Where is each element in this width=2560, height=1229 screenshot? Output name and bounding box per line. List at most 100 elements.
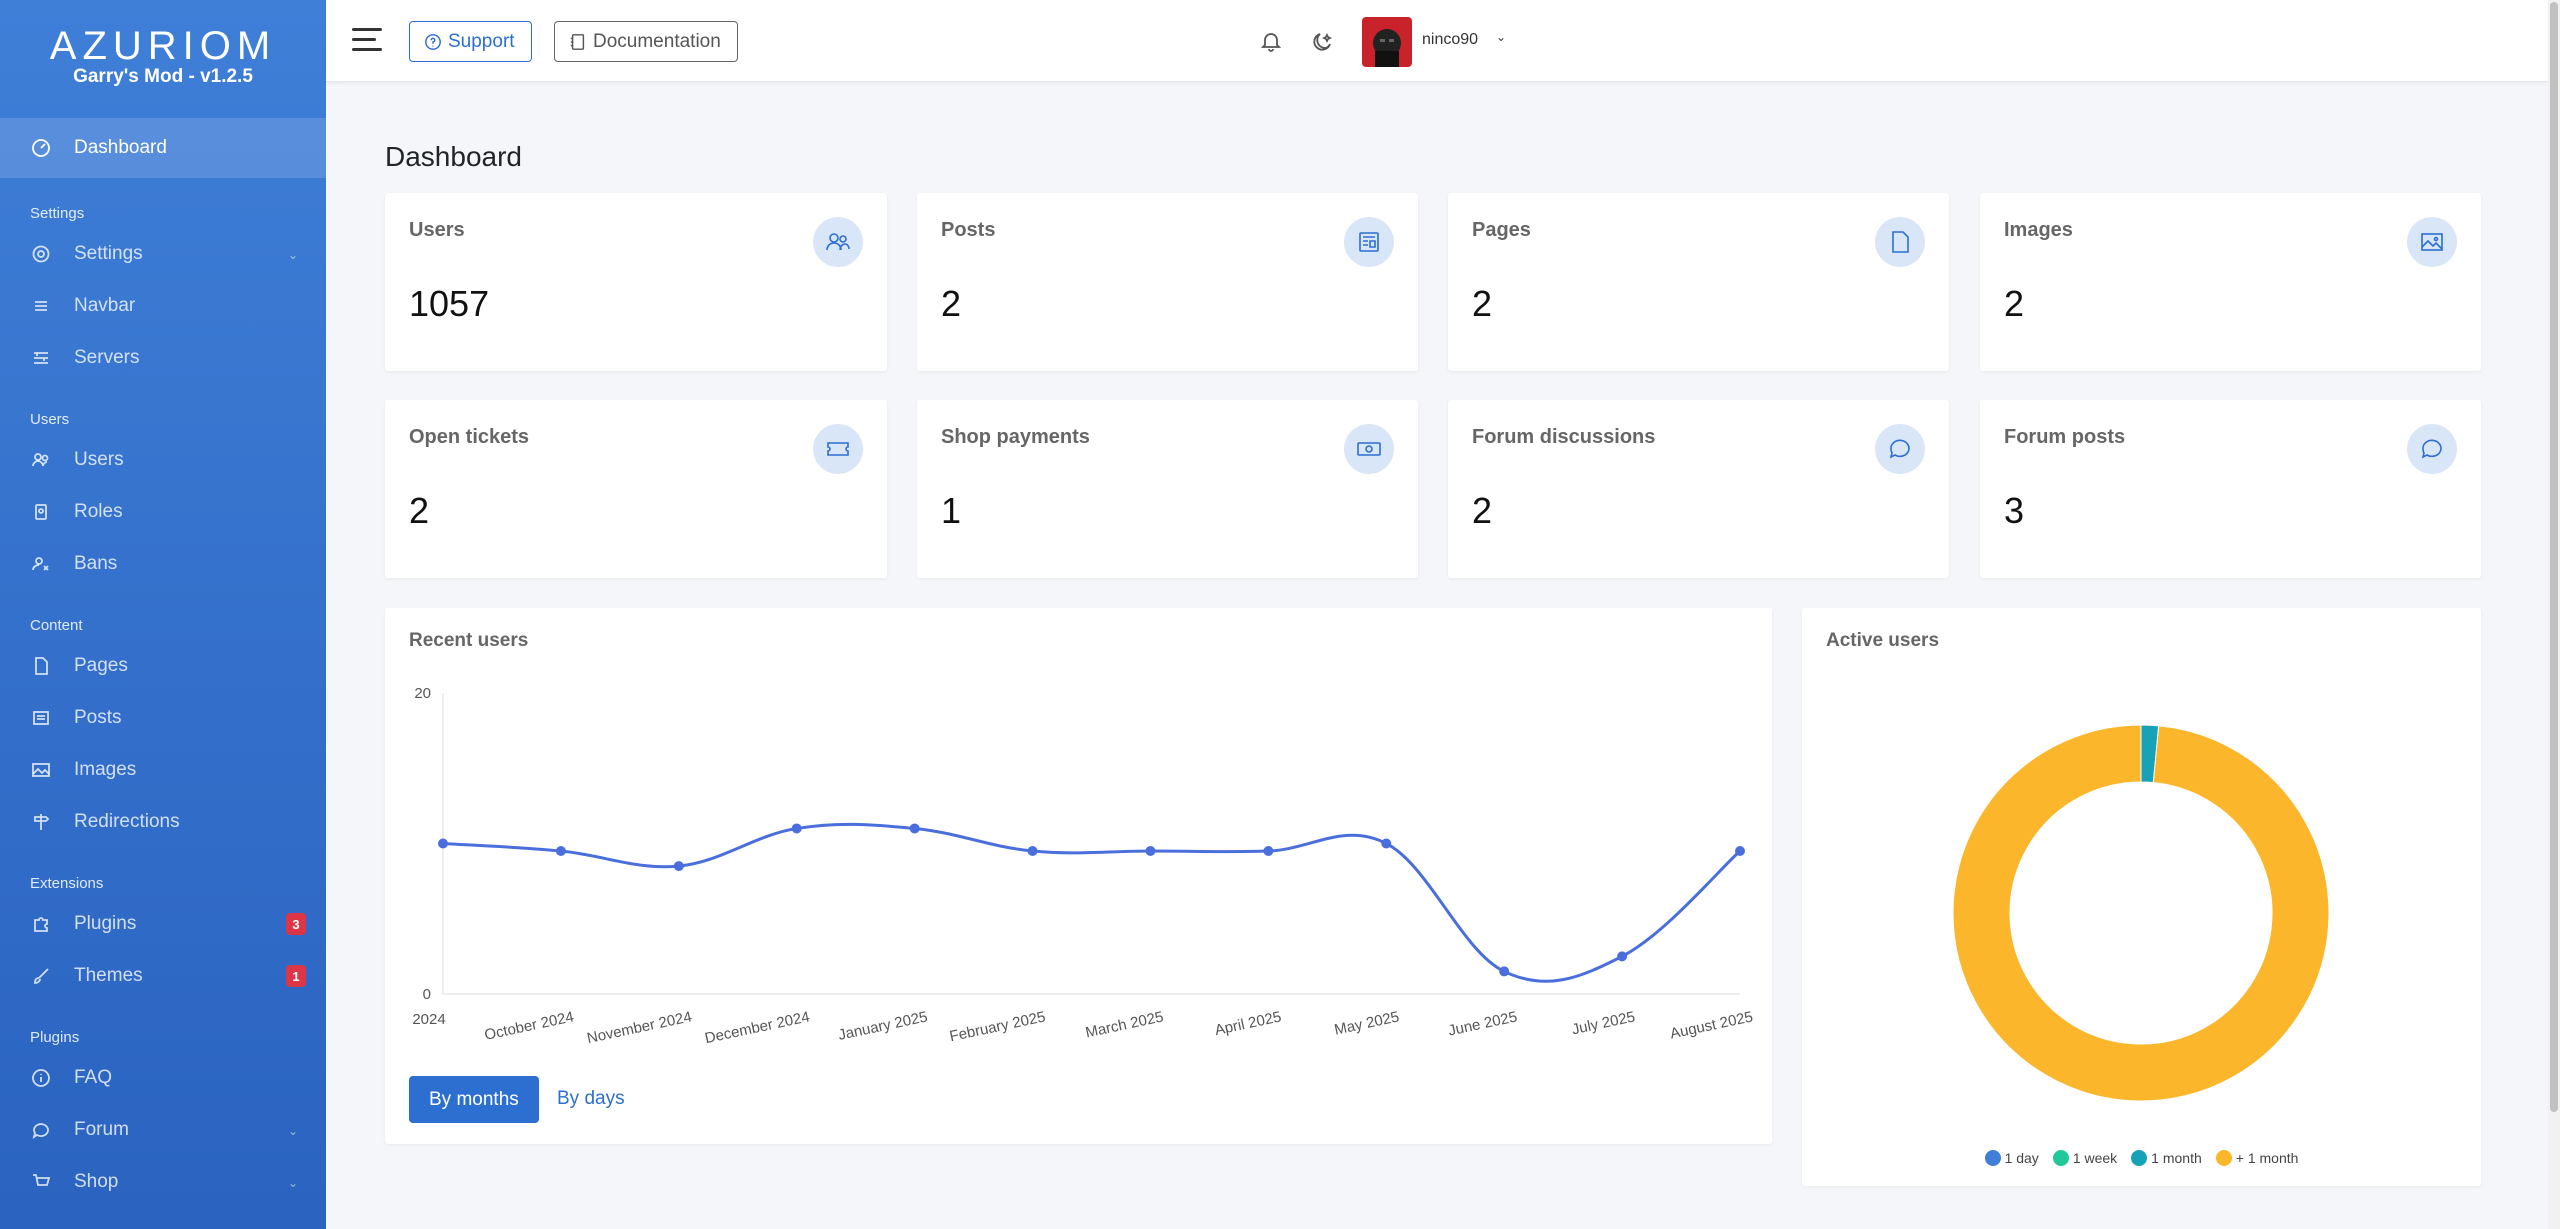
stat-label: Forum posts — [2004, 426, 2126, 448]
legend-item[interactable]: 1 month — [2131, 1150, 2202, 1166]
themes-badge: 1 — [286, 965, 306, 987]
stat-label: Images — [2004, 219, 2073, 241]
menu-toggle-icon[interactable] — [352, 28, 382, 52]
sidebar-item-plugins[interactable]: Plugins 3 — [0, 898, 326, 950]
sidebar-item-label: Dashboard — [74, 137, 167, 158]
sidebar-item-settings[interactable]: Settings ⌄ — [0, 228, 326, 280]
sidebar-item-forum[interactable]: Forum ⌄ — [0, 1104, 326, 1156]
x-tick-label: January 2025 — [837, 1008, 929, 1044]
sidebar-item-bans[interactable]: Bans — [0, 538, 326, 590]
sidebar-item-faq[interactable]: FAQ — [0, 1052, 326, 1104]
legend-item[interactable]: 1 day — [1984, 1150, 2039, 1166]
legend-swatch — [2052, 1150, 2069, 1166]
legend-swatch — [2215, 1150, 2232, 1166]
data-point[interactable] — [673, 861, 684, 872]
data-point[interactable] — [1145, 846, 1156, 857]
data-point[interactable] — [1735, 846, 1745, 857]
stat-value: 3 — [2004, 490, 2025, 531]
data-point[interactable] — [1617, 951, 1628, 962]
stat-card-users: Users 1057 — [385, 193, 887, 371]
data-point[interactable] — [1381, 838, 1392, 849]
badge-icon — [30, 501, 52, 523]
gear-icon — [30, 243, 52, 265]
sidebar-item-pages[interactable]: Pages — [0, 640, 326, 692]
sidebar-item-redirections[interactable]: Redirections — [0, 796, 326, 848]
stat-label: Shop payments — [941, 426, 1090, 448]
sidebar-item-servers[interactable]: Servers — [0, 332, 326, 384]
sidebar-header-extensions: Extensions — [30, 875, 104, 892]
chevron-down-icon[interactable]: ⌄ — [1496, 30, 1507, 44]
data-point[interactable] — [555, 846, 566, 857]
data-point[interactable] — [1027, 846, 1038, 857]
legend-swatch — [2131, 1150, 2148, 1166]
x-tick-label: November 2024 — [585, 1008, 693, 1047]
x-tick-label: April 2025 — [1213, 1008, 1283, 1039]
legend-item[interactable]: 1 week — [2052, 1150, 2117, 1166]
image-icon — [30, 759, 52, 781]
data-point[interactable] — [909, 823, 920, 834]
sidebar-item-label: Posts — [74, 707, 122, 728]
sidebar-item-label: Redirections — [74, 811, 180, 832]
stat-card-shop-payments: Shop payments 1 — [917, 400, 1418, 578]
sidebar: AZURIOM Garry's Mod - v1.2.5 Dashboard S… — [0, 0, 326, 1229]
legend-item[interactable]: + 1 month — [2215, 1150, 2298, 1166]
sidebar-header-plugins: Plugins — [30, 1029, 80, 1046]
sidebar-item-label: FAQ — [74, 1067, 113, 1088]
question-circle-icon — [425, 33, 441, 50]
ticket-icon — [813, 424, 863, 474]
stat-value: 2 — [409, 490, 430, 531]
by-months-button[interactable]: By months — [409, 1076, 539, 1123]
series-line — [442, 822, 1741, 983]
sidebar-item-label: Images — [74, 759, 137, 780]
data-point[interactable] — [791, 823, 802, 834]
by-days-link[interactable]: By days — [557, 1088, 625, 1109]
sidebar-header-settings: Settings — [30, 205, 85, 222]
sidebar-item-posts[interactable]: Posts — [0, 692, 326, 744]
chat-icon — [2407, 424, 2457, 474]
people-icon — [30, 449, 52, 471]
stat-label: Users — [409, 219, 465, 241]
stat-value: 2 — [1472, 490, 1493, 531]
sidebar-item-images[interactable]: Images — [0, 744, 326, 796]
active-users-card: Active users 1 day 1 week 1 month + 1 month — [1802, 608, 2481, 1186]
stat-card-images: Images 2 — [1980, 193, 2481, 371]
donut-slice[interactable] — [1952, 724, 2330, 1102]
username[interactable]: ninco90 — [1422, 31, 1479, 48]
chevron-down-icon: ⌄ — [287, 1176, 298, 1190]
speedometer-icon — [30, 137, 52, 159]
data-point[interactable] — [1263, 846, 1274, 857]
active-users-legend: 1 day 1 week 1 month + 1 month — [1802, 1150, 2481, 1166]
scrollbar[interactable] — [2548, 0, 2560, 1229]
legend-label: 1 day — [2004, 1150, 2039, 1166]
bell-icon[interactable] — [1260, 30, 1282, 52]
data-point[interactable] — [1499, 966, 1510, 977]
sidebar-item-dashboard[interactable]: Dashboard — [0, 118, 326, 178]
avatar[interactable] — [1362, 17, 1412, 67]
recent-users-title: Recent users — [409, 630, 529, 651]
sidebar-item-shop[interactable]: Shop ⌄ — [0, 1156, 326, 1208]
sidebar-item-users[interactable]: Users — [0, 434, 326, 486]
newspaper-icon — [1344, 217, 1394, 267]
sidebar-header-content: Content — [30, 617, 83, 634]
x-tick-label: August 2025 — [1669, 1008, 1755, 1042]
y-tick-label: 0 — [423, 986, 431, 1003]
support-label: Support — [448, 30, 515, 52]
plugins-badge: 3 — [286, 913, 306, 935]
moon-stars-icon[interactable] — [1312, 30, 1334, 52]
scrollbar-thumb[interactable] — [2550, 2, 2558, 1112]
documentation-button[interactable]: Documentation — [554, 21, 738, 62]
brand[interactable]: AZURIOM Garry's Mod - v1.2.5 — [0, 0, 326, 118]
data-point[interactable] — [438, 838, 448, 849]
sidebar-item-label: Plugins — [74, 913, 137, 934]
sidebar-header-users: Users — [30, 411, 70, 428]
stat-value: 1057 — [409, 283, 490, 324]
x-tick-label: 2024 — [412, 1011, 445, 1028]
sidebar-item-roles[interactable]: Roles — [0, 486, 326, 538]
sidebar-item-navbar[interactable]: Navbar — [0, 280, 326, 332]
stat-card-forum-discussions: Forum discussions 2 — [1448, 400, 1949, 578]
support-button[interactable]: Support — [409, 21, 532, 62]
sidebar-item-themes[interactable]: Themes 1 — [0, 950, 326, 1002]
sidebar-item-label: Bans — [74, 553, 118, 574]
list-icon — [30, 295, 52, 317]
sidebar-item-label: Roles — [74, 501, 123, 522]
